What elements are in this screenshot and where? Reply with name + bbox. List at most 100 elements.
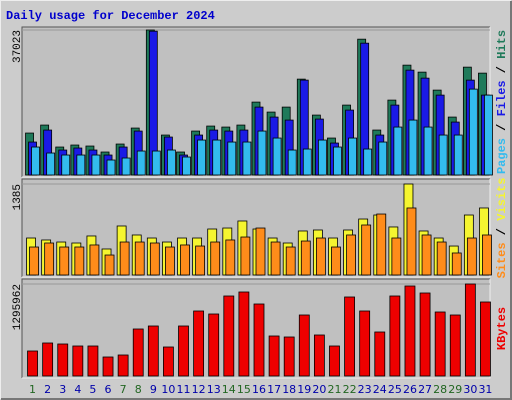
bar <box>393 126 403 176</box>
bar <box>180 244 190 276</box>
chart-title: Daily usage for December 2024 <box>6 9 215 23</box>
bar <box>313 334 325 377</box>
legend-entry: Pages <box>495 138 509 174</box>
bar <box>438 134 448 176</box>
bar <box>76 154 86 176</box>
x-tick-label: 24 <box>373 383 387 396</box>
bar <box>315 237 326 276</box>
bar <box>195 245 206 276</box>
bar <box>178 325 189 377</box>
bar <box>134 241 145 276</box>
x-tick-label: 16 <box>252 383 266 396</box>
bar <box>255 227 266 276</box>
bar <box>374 331 386 377</box>
x-tick-label: 18 <box>282 383 296 396</box>
bar <box>363 148 373 176</box>
bar <box>272 137 282 176</box>
bar <box>46 152 56 176</box>
bar <box>423 126 433 176</box>
bar <box>287 149 297 176</box>
bar <box>87 345 99 377</box>
panel-border <box>22 27 491 178</box>
bar <box>119 241 130 276</box>
x-tick-label: 12 <box>192 383 206 396</box>
bar <box>449 314 461 377</box>
x-tick-label: 27 <box>418 383 432 396</box>
bar <box>31 146 40 176</box>
bar <box>193 310 205 377</box>
x-tick-label: 10 <box>161 383 175 396</box>
bar <box>136 150 146 176</box>
bar <box>223 295 235 377</box>
x-tick-label: 19 <box>297 383 311 396</box>
bar <box>61 154 71 176</box>
x-tick-label: 6 <box>105 383 112 396</box>
legend-separator: / <box>495 221 509 243</box>
bar <box>270 241 281 276</box>
legend-entry: KBytes <box>495 307 509 350</box>
bar <box>283 336 295 377</box>
x-tick-label: 9 <box>150 383 157 396</box>
legend-entry: Sites <box>495 242 509 278</box>
bar <box>197 139 207 176</box>
bar <box>242 141 252 176</box>
bar <box>389 295 401 377</box>
bar <box>302 148 312 176</box>
bar <box>406 207 417 276</box>
bar <box>106 159 116 176</box>
x-tick-label: 7 <box>120 383 127 396</box>
bar <box>163 346 174 377</box>
legend-entry: Hits <box>495 30 509 59</box>
bar <box>57 343 69 377</box>
x-tick-label: 28 <box>433 383 447 396</box>
x-tick-label: 23 <box>358 383 372 396</box>
bar <box>376 213 387 276</box>
y-tick-label: 1295962 <box>12 284 24 330</box>
bar <box>451 252 462 276</box>
bar <box>453 134 463 176</box>
bar <box>361 224 372 276</box>
bar <box>468 88 478 176</box>
panel-border <box>21 278 490 378</box>
panel-border <box>21 178 490 277</box>
panel-border <box>22 179 491 278</box>
bar <box>227 141 237 176</box>
bar <box>102 356 114 377</box>
bar <box>408 119 418 176</box>
bar <box>482 234 492 276</box>
bar <box>434 311 446 377</box>
legend: Sites / Visits <box>495 178 509 279</box>
bar <box>253 303 265 377</box>
bar <box>147 325 159 377</box>
x-tick-label: 20 <box>312 383 326 396</box>
x-tick-label: 21 <box>327 383 341 396</box>
x-tick-label: 11 <box>177 383 191 396</box>
bar <box>268 335 280 377</box>
x-tick-label: 4 <box>74 383 81 396</box>
bar <box>89 244 100 276</box>
x-tick-label: 2 <box>44 383 51 396</box>
bar <box>466 237 477 276</box>
x-tick-label: 3 <box>59 383 66 396</box>
bar <box>378 141 388 176</box>
bar <box>210 241 221 276</box>
bar <box>404 285 416 377</box>
x-tick-label: 14 <box>222 383 236 396</box>
bar <box>165 246 175 276</box>
bar <box>300 240 311 276</box>
legend-entry: Visits <box>495 178 509 221</box>
bar <box>72 345 84 377</box>
bar <box>480 301 491 377</box>
bar <box>104 254 115 276</box>
bar <box>331 246 341 276</box>
bar <box>42 342 54 377</box>
bar <box>436 241 447 276</box>
y-tick-label: 1385 <box>12 184 24 210</box>
x-tick-label: 22 <box>343 383 357 396</box>
bar <box>238 291 250 377</box>
bar <box>182 156 191 176</box>
bar <box>333 146 342 176</box>
bar <box>346 234 356 276</box>
x-tick-label: 1 <box>29 383 36 396</box>
